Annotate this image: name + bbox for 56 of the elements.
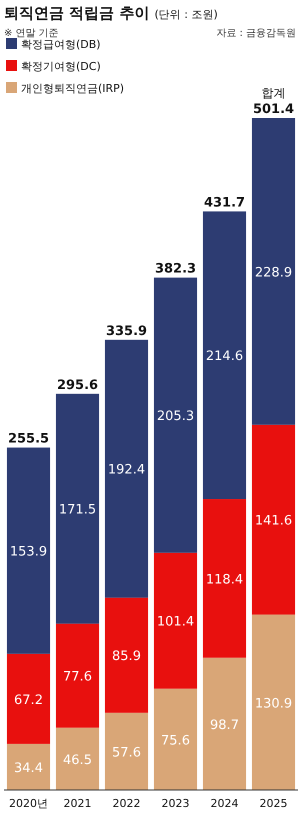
legend-label: 개인형퇴직연금(IRP): [21, 82, 124, 95]
x-tick-label: 2024: [210, 797, 238, 810]
bar: [56, 728, 100, 790]
data-label: 67.2: [14, 692, 43, 708]
bar: [252, 424, 296, 615]
bar: [154, 552, 198, 689]
chart-title: 퇴직연금 적립금 추이: [4, 4, 150, 22]
bar: [104, 712, 148, 790]
data-label: 130.9: [254, 696, 292, 712]
data-label: 141.6: [254, 514, 292, 529]
bar: [6, 744, 50, 790]
total-label: 295.6: [56, 378, 98, 393]
bar: [56, 624, 100, 728]
bar: [154, 278, 198, 553]
bar: [104, 340, 148, 598]
x-tick-label: 2020년: [9, 797, 48, 810]
data-label: 34.4: [14, 760, 43, 776]
bar: [6, 654, 50, 744]
bar: [202, 211, 246, 500]
bar: [202, 658, 246, 790]
bar: [202, 499, 246, 658]
data-label: 153.9: [10, 544, 48, 560]
data-label: 228.9: [254, 265, 292, 280]
bar: [252, 118, 296, 425]
data-label: 57.6: [112, 745, 141, 760]
total-label: 335.9: [106, 324, 148, 339]
legend-label: 확정급여형(DB): [21, 38, 101, 51]
data-label: 98.7: [210, 718, 239, 733]
legend-label: 확정기여형(DC): [21, 60, 101, 73]
data-label: 205.3: [156, 409, 194, 424]
text: 자료 : 금융감독원: [216, 28, 296, 39]
bar: [104, 598, 148, 713]
total-label: 255.5: [8, 432, 50, 447]
x-tick-label: 2022: [112, 797, 140, 810]
total-label: 431.7: [204, 195, 246, 210]
bar: [154, 688, 198, 790]
data-label: 171.5: [58, 502, 96, 518]
data-label: 85.9: [112, 649, 141, 664]
data-label: 46.5: [63, 752, 92, 768]
total-label: 382.3: [154, 262, 196, 277]
bar: [56, 394, 100, 624]
x-tick-label: 2023: [162, 797, 190, 810]
bar: [6, 448, 50, 654]
data-label: 118.4: [206, 572, 244, 588]
text: ※ 연말 기준: [4, 28, 59, 39]
chart-subtitle: (단위 : 조원): [154, 8, 218, 21]
x-tick-label: 2021: [64, 797, 92, 810]
data-label: 214.6: [206, 349, 244, 364]
bar: [252, 614, 296, 790]
annotation: 합계: [262, 86, 286, 100]
data-label: 192.4: [108, 462, 146, 478]
data-label: 101.4: [156, 614, 194, 630]
data-label: 75.6: [161, 733, 190, 748]
total-label: 501.4: [252, 102, 294, 117]
x-tick-label: 2025: [260, 797, 288, 810]
data-label: 77.6: [63, 670, 92, 685]
